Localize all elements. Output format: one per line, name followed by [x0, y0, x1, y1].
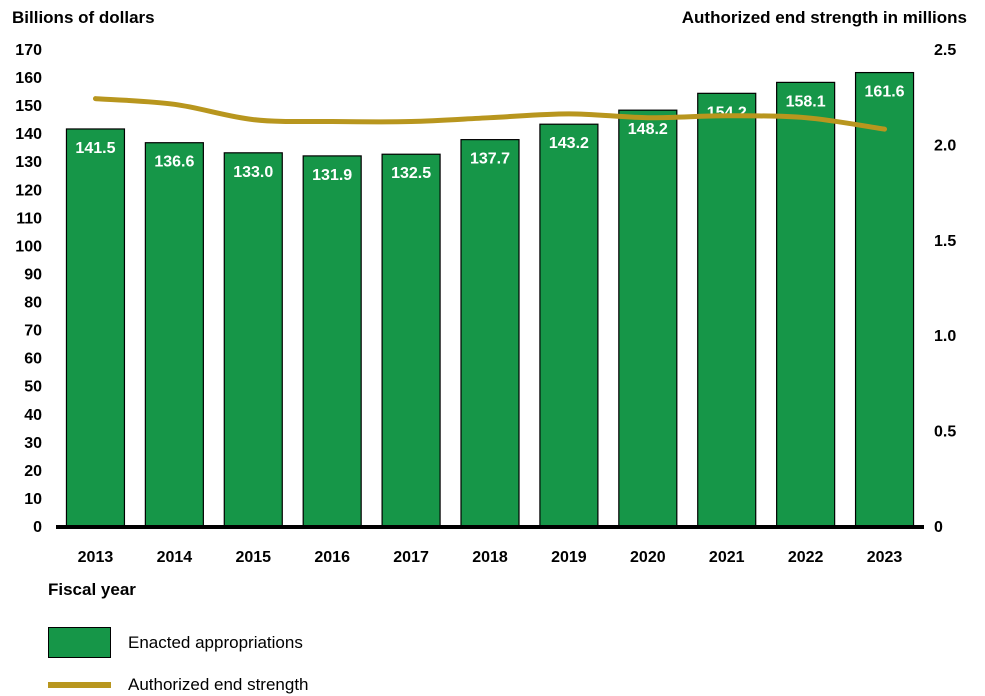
left-tick-label: 40	[24, 407, 42, 424]
left-tick-label: 150	[15, 98, 42, 115]
x-tick-label: 2016	[314, 549, 350, 566]
legend-swatch-bars	[48, 627, 111, 658]
bar	[618, 109, 678, 527]
bar-value-label: 136.6	[154, 154, 194, 171]
x-tick-label: 2015	[235, 549, 271, 566]
right-tick-label: 1.0	[934, 328, 956, 345]
left-tick-label: 0	[33, 519, 42, 536]
bar-value-label: 137.7	[470, 151, 510, 168]
x-tick-label: 2020	[630, 549, 666, 566]
left-tick-label: 100	[15, 238, 42, 255]
legend-label-line: Authorized end strength	[128, 675, 309, 694]
right-tick-label: 2.0	[934, 137, 956, 154]
right-tick-label: 1.5	[934, 233, 956, 250]
left-tick-label: 110	[16, 210, 42, 227]
bar	[223, 152, 283, 527]
bar-value-label: 148.2	[628, 121, 668, 138]
legend-item-bars: Enacted appropriations	[48, 627, 303, 658]
bar	[144, 142, 204, 527]
left-tick-label: 120	[15, 182, 42, 199]
x-tick-label: 2014	[157, 549, 193, 566]
bar-value-label: 143.2	[549, 135, 589, 152]
bar	[854, 71, 915, 527]
x-tick-label: 2021	[709, 549, 745, 566]
left-tick-label: 130	[15, 154, 42, 171]
left-tick-label: 30	[24, 435, 42, 452]
x-tick-label: 2018	[472, 549, 508, 566]
left-tick-label: 90	[24, 266, 42, 283]
bar-value-label: 132.5	[391, 165, 431, 182]
legend-label-bars: Enacted appropriations	[128, 632, 303, 652]
left-tick-label: 10	[24, 491, 42, 508]
x-tick-label: 2019	[551, 549, 587, 566]
bar-value-label: 131.9	[312, 167, 352, 184]
bar	[776, 81, 836, 527]
bar	[539, 123, 599, 527]
bar	[65, 128, 126, 527]
bar-value-label: 158.1	[786, 93, 826, 110]
left-tick-label: 170	[15, 42, 42, 59]
legend-swatch-line	[48, 682, 111, 688]
bar	[302, 155, 362, 527]
x-tick-label: 2013	[78, 549, 114, 566]
bar	[697, 92, 757, 527]
left-tick-label: 80	[24, 295, 42, 312]
bar-value-label: 141.5	[75, 140, 115, 157]
x-axis-title: Fiscal year	[48, 580, 136, 599]
left-tick-label: 160	[15, 70, 42, 87]
bar	[460, 139, 520, 527]
chart-plot: 0 10 20 30 40 50 60 70 80 90 100 110 120 130 140 150 160…	[15, 42, 956, 566]
left-axis-title: Billions of dollars	[12, 8, 155, 27]
x-tick-label: 2022	[788, 549, 824, 566]
left-tick-label: 60	[24, 351, 42, 368]
left-tick-label: 140	[15, 126, 42, 143]
x-tick-label: 2017	[393, 549, 429, 566]
bar	[381, 153, 441, 527]
left-tick-label: 50	[24, 379, 42, 396]
right-axis-title: Authorized end strength in millions	[681, 8, 967, 27]
bar-value-label: 161.6	[865, 84, 905, 101]
left-tick-label: 20	[24, 463, 42, 480]
right-tick-label: 0	[934, 519, 943, 536]
left-tick-label: 70	[24, 323, 42, 340]
right-tick-label: 2.5	[934, 42, 956, 59]
x-tick-label: 2023	[867, 549, 903, 566]
bar-value-label: 154.2	[707, 104, 747, 121]
right-tick-label: 0.5	[934, 424, 956, 441]
bar-value-label: 133.0	[233, 164, 273, 181]
legend-item-line: Authorized end strength	[48, 675, 309, 695]
end-strength-line	[92, 96, 888, 132]
